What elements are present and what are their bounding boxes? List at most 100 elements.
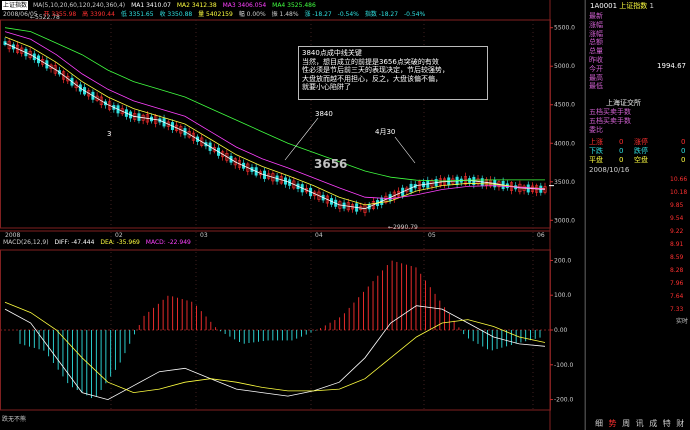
realtime-label[interactable]: 实时 [676, 318, 689, 325]
quote-field: 今开 [589, 64, 603, 73]
right-scale-value: 8.59 [670, 254, 684, 261]
annotation-line: 就要小心陷阱了 [302, 83, 351, 91]
candle-body [108, 101, 112, 110]
annotation-line: 3840点成中线关键 [302, 49, 362, 57]
annotation-line: 当然，想目成立的前提是3656点突破的有效 [302, 57, 439, 66]
candle-body [317, 191, 321, 200]
right-scale-value: 7.96 [670, 280, 684, 287]
macd-dea: DEA: -35.969 [100, 239, 140, 246]
price-axis-label: 3500.0 [554, 179, 575, 186]
breadth-label: 平盘 [589, 156, 603, 164]
index-name: 上证指数 [2, 1, 29, 10]
index-change-percent: -0.54% [403, 11, 426, 18]
breadth-label: 空盘 [634, 156, 648, 164]
candle-body [392, 191, 396, 200]
tab-trend[interactable]: 势 [608, 419, 617, 428]
quote-badge[interactable]: 1 [649, 2, 654, 10]
breadth-label: 上涨 [589, 138, 603, 146]
candle-body [175, 124, 179, 132]
tab-detail[interactable]: 细 [595, 419, 603, 428]
order-book-item[interactable]: 五档买卖手数 [589, 108, 631, 116]
breadth-count: 0 [681, 147, 686, 155]
quote-field: 最新 [589, 12, 603, 20]
price-axis-label: 5000.0 [554, 63, 575, 70]
peak-value-label: ←5522.78 [30, 14, 60, 21]
tab-volume[interactable]: 成 [649, 419, 658, 428]
macd-title: MACD(26,12,9) [3, 239, 49, 246]
volume-value: 量 5402159 [198, 11, 233, 18]
order-book-item[interactable]: 五档买卖手数 [589, 117, 631, 125]
candle-body [99, 96, 103, 105]
label-apr30: 4月30 [375, 128, 395, 136]
candle-body [384, 195, 388, 203]
change-pct-value: 幅 0.00% [238, 11, 266, 18]
x-axis-tick-label: 05 [428, 232, 436, 239]
macd-axis-label: -200.0 [554, 397, 574, 404]
quote-date: 2008/10/16 [589, 166, 630, 174]
macd-value: MACD: -22.949 [145, 239, 191, 246]
candle-body [371, 200, 375, 209]
candle-body [221, 151, 225, 158]
price-axis-label: 5500.0 [554, 25, 575, 32]
quote-title: 1A0001 上证指数 1 [590, 1, 688, 11]
macd-histogram [19, 260, 541, 399]
macd-axis-label: 100.0 [554, 292, 571, 299]
right-scale-value: 10.18 [670, 189, 688, 196]
breadth-label: 跌停 [634, 147, 648, 155]
index-name-right: 上证指数 [619, 2, 648, 10]
breadth-count: 0 [619, 156, 624, 164]
ma-line-ma10 [4, 36, 546, 206]
macd-axis-label: 0.00 [554, 327, 568, 334]
high-value: 高 3390.44 [82, 11, 115, 18]
tab-week[interactable]: 周 [622, 419, 631, 428]
breadth-count: 0 [619, 138, 624, 146]
annotation-box: 3840点成中线关键 当然，想目成立的前提是3656点突破的有效 性必须是节后前… [298, 46, 488, 100]
x-axis-tick-label: 04 [315, 232, 323, 239]
order-book-item[interactable]: 委比 [589, 126, 603, 134]
candle-body [120, 108, 124, 115]
price-axis-label: 4500.0 [554, 102, 575, 109]
candle-body [246, 163, 250, 172]
exchange-name: 上海证交所 [606, 99, 641, 107]
macd-diff-line [4, 305, 546, 401]
change-percent: -0.54% [337, 11, 359, 18]
candle-body [87, 90, 91, 97]
ma-line-ma20 [4, 31, 546, 200]
ma-config: MA(5,10,20,60,120,240,360,4) [32, 2, 126, 9]
tab-special[interactable]: 特 [662, 419, 671, 428]
annotation-line: 性必须是节后前三天的表现决定，节后较强势， [302, 66, 449, 74]
quote-field: 总额 [589, 38, 603, 47]
macd-axis-label: -100.0 [554, 362, 574, 369]
right-scale-value: 9.85 [670, 202, 684, 209]
macd-axis-label: 200.0 [554, 257, 571, 264]
bottom-tabs: 细 势 周 讯 成 特 财 [595, 418, 690, 429]
candle-body [200, 137, 204, 146]
low-value-label: ←2990.79 [388, 224, 418, 231]
right-scale-value: 10.66 [670, 176, 688, 183]
breadth-row: 下跌 0 跌停 0 [589, 147, 687, 156]
ma-value-4: MA4 3525.486 [272, 2, 316, 9]
pointer-3840 [284, 117, 319, 161]
right-scale-value: 8.91 [670, 241, 684, 248]
right-scale-value: 8.28 [670, 267, 684, 274]
price-axis-label: 3000.0 [554, 217, 575, 224]
candle-body [396, 190, 400, 197]
right-scale-value: 9.22 [670, 228, 684, 235]
candle-body [20, 47, 24, 54]
low-value: 低 3351.65 [120, 11, 154, 18]
ohlc-header: 2008/06/05 开 3355.98 高 3390.44 低 3351.65… [2, 10, 547, 19]
tab-finance[interactable]: 财 [676, 419, 685, 428]
candle-body [325, 195, 329, 204]
label-3: 3 [107, 130, 111, 138]
candle-body [292, 180, 296, 189]
x-axis-tick-label: 06 [537, 232, 545, 239]
chart-annotations: 3840 4月30 3656 3 ←5522.78 ←2990.79 [30, 14, 554, 231]
quote-field-list: 最新 涨幅 涨幅 总额 总量 昨收 今开 最高 最低 [589, 12, 649, 91]
quote-field: 最低 [589, 82, 603, 91]
x-axis-tick-label: 2008 [5, 232, 20, 239]
tab-news[interactable]: 讯 [635, 419, 644, 428]
candle-body [212, 147, 216, 152]
candle-body [66, 75, 70, 82]
close-value: 收 3350.88 [159, 11, 193, 18]
